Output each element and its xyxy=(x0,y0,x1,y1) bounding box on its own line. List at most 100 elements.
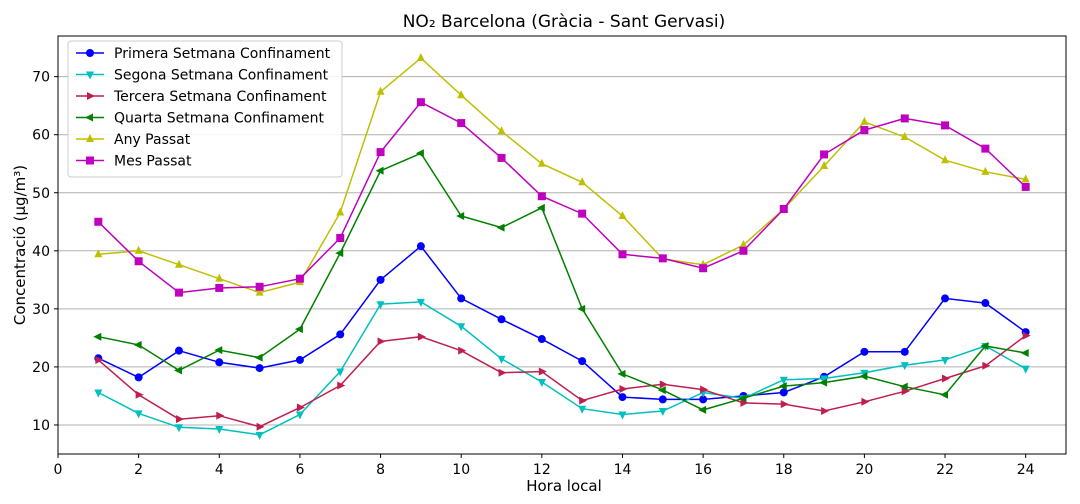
data-point xyxy=(175,415,184,424)
data-point xyxy=(899,382,908,391)
data-point xyxy=(254,353,263,362)
data-point xyxy=(942,374,951,383)
data-point xyxy=(780,400,789,409)
data-point xyxy=(94,217,103,226)
data-point xyxy=(699,264,708,273)
data-point xyxy=(537,335,546,344)
data-point xyxy=(215,273,224,282)
data-point xyxy=(739,246,748,255)
data-point xyxy=(980,342,989,351)
data-point xyxy=(778,382,787,391)
series-line xyxy=(97,301,1027,436)
data-point xyxy=(820,150,829,159)
data-point xyxy=(174,259,183,268)
data-point xyxy=(658,395,667,404)
data-point xyxy=(335,249,344,258)
data-point xyxy=(173,366,182,375)
data-point xyxy=(537,379,546,388)
legend-item: Mes Passat xyxy=(76,154,192,170)
data-point xyxy=(859,372,868,381)
x-tick-label: 10 xyxy=(452,462,470,478)
data-point xyxy=(941,356,950,365)
legend-label: Quarta Setmana Confinament xyxy=(114,111,324,127)
legend-label: Mes Passat xyxy=(114,154,192,170)
legend-box xyxy=(67,40,343,178)
data-point xyxy=(618,210,627,219)
series-4 xyxy=(93,149,1029,414)
series-line xyxy=(98,57,1026,294)
data-point xyxy=(900,362,909,371)
data-point xyxy=(901,387,910,396)
data-point xyxy=(94,389,103,398)
data-point xyxy=(295,355,304,364)
data-point xyxy=(1021,174,1030,183)
x-axis-label: Hora local xyxy=(526,477,602,495)
data-point xyxy=(537,192,546,201)
data-point xyxy=(537,158,546,167)
data-point xyxy=(134,410,143,419)
data-point xyxy=(416,242,425,251)
data-point xyxy=(619,384,628,393)
x-tick-label: 16 xyxy=(694,462,712,478)
data-point xyxy=(579,396,588,405)
data-point xyxy=(1022,331,1031,340)
data-point xyxy=(941,155,950,164)
x-tick-label: 12 xyxy=(533,462,551,478)
x-tick-label: 14 xyxy=(614,462,632,478)
chart-title: NO₂ Barcelona (Gràcia - Sant Gervasi) xyxy=(403,12,726,32)
data-point xyxy=(294,325,303,334)
data-point xyxy=(416,98,425,107)
x-tick-label: 24 xyxy=(1017,462,1035,478)
x-tick-label: 4 xyxy=(215,462,224,478)
legend-swatch-marker xyxy=(85,113,93,122)
data-point xyxy=(739,240,748,248)
y-tick-label: 50 xyxy=(32,186,50,202)
data-point xyxy=(578,357,587,366)
legend-item: Primera Setmana Confinament xyxy=(76,46,331,62)
data-point xyxy=(578,209,587,218)
data-point xyxy=(174,424,183,433)
data-point xyxy=(536,203,545,212)
data-point xyxy=(255,282,264,291)
legend-swatch-marker xyxy=(86,49,94,57)
y-tick-label: 70 xyxy=(32,70,50,86)
data-point xyxy=(981,299,990,308)
y-tick-label: 40 xyxy=(32,244,50,260)
data-point xyxy=(375,166,384,175)
data-point xyxy=(700,385,709,394)
data-point xyxy=(861,397,870,406)
data-point xyxy=(377,337,386,346)
series-line xyxy=(98,152,1026,411)
data-point xyxy=(657,386,666,395)
data-point xyxy=(216,411,225,420)
data-point xyxy=(618,250,627,259)
data-point xyxy=(981,166,990,175)
data-point xyxy=(860,347,869,356)
legend-swatch-marker xyxy=(86,71,94,80)
data-point xyxy=(538,367,547,376)
data-point xyxy=(578,405,587,414)
data-point xyxy=(416,53,425,62)
data-point xyxy=(740,398,749,407)
data-point xyxy=(900,114,909,123)
data-point xyxy=(1020,348,1029,357)
data-point xyxy=(174,288,183,297)
data-point xyxy=(296,403,305,412)
data-point xyxy=(1021,182,1030,191)
legend-swatch-marker xyxy=(86,134,94,142)
data-point xyxy=(496,223,505,232)
data-point xyxy=(457,90,466,99)
data-point xyxy=(95,355,104,364)
x-tick-label: 20 xyxy=(855,462,873,478)
data-point xyxy=(821,407,830,416)
data-point xyxy=(498,368,507,377)
data-point xyxy=(376,148,385,157)
data-point xyxy=(376,301,385,310)
y-tick-label: 60 xyxy=(32,128,50,144)
data-point xyxy=(458,346,467,355)
series-line xyxy=(97,101,1027,294)
data-point xyxy=(497,315,506,324)
legend-label: Tercera Setmana Confinament xyxy=(113,89,327,105)
